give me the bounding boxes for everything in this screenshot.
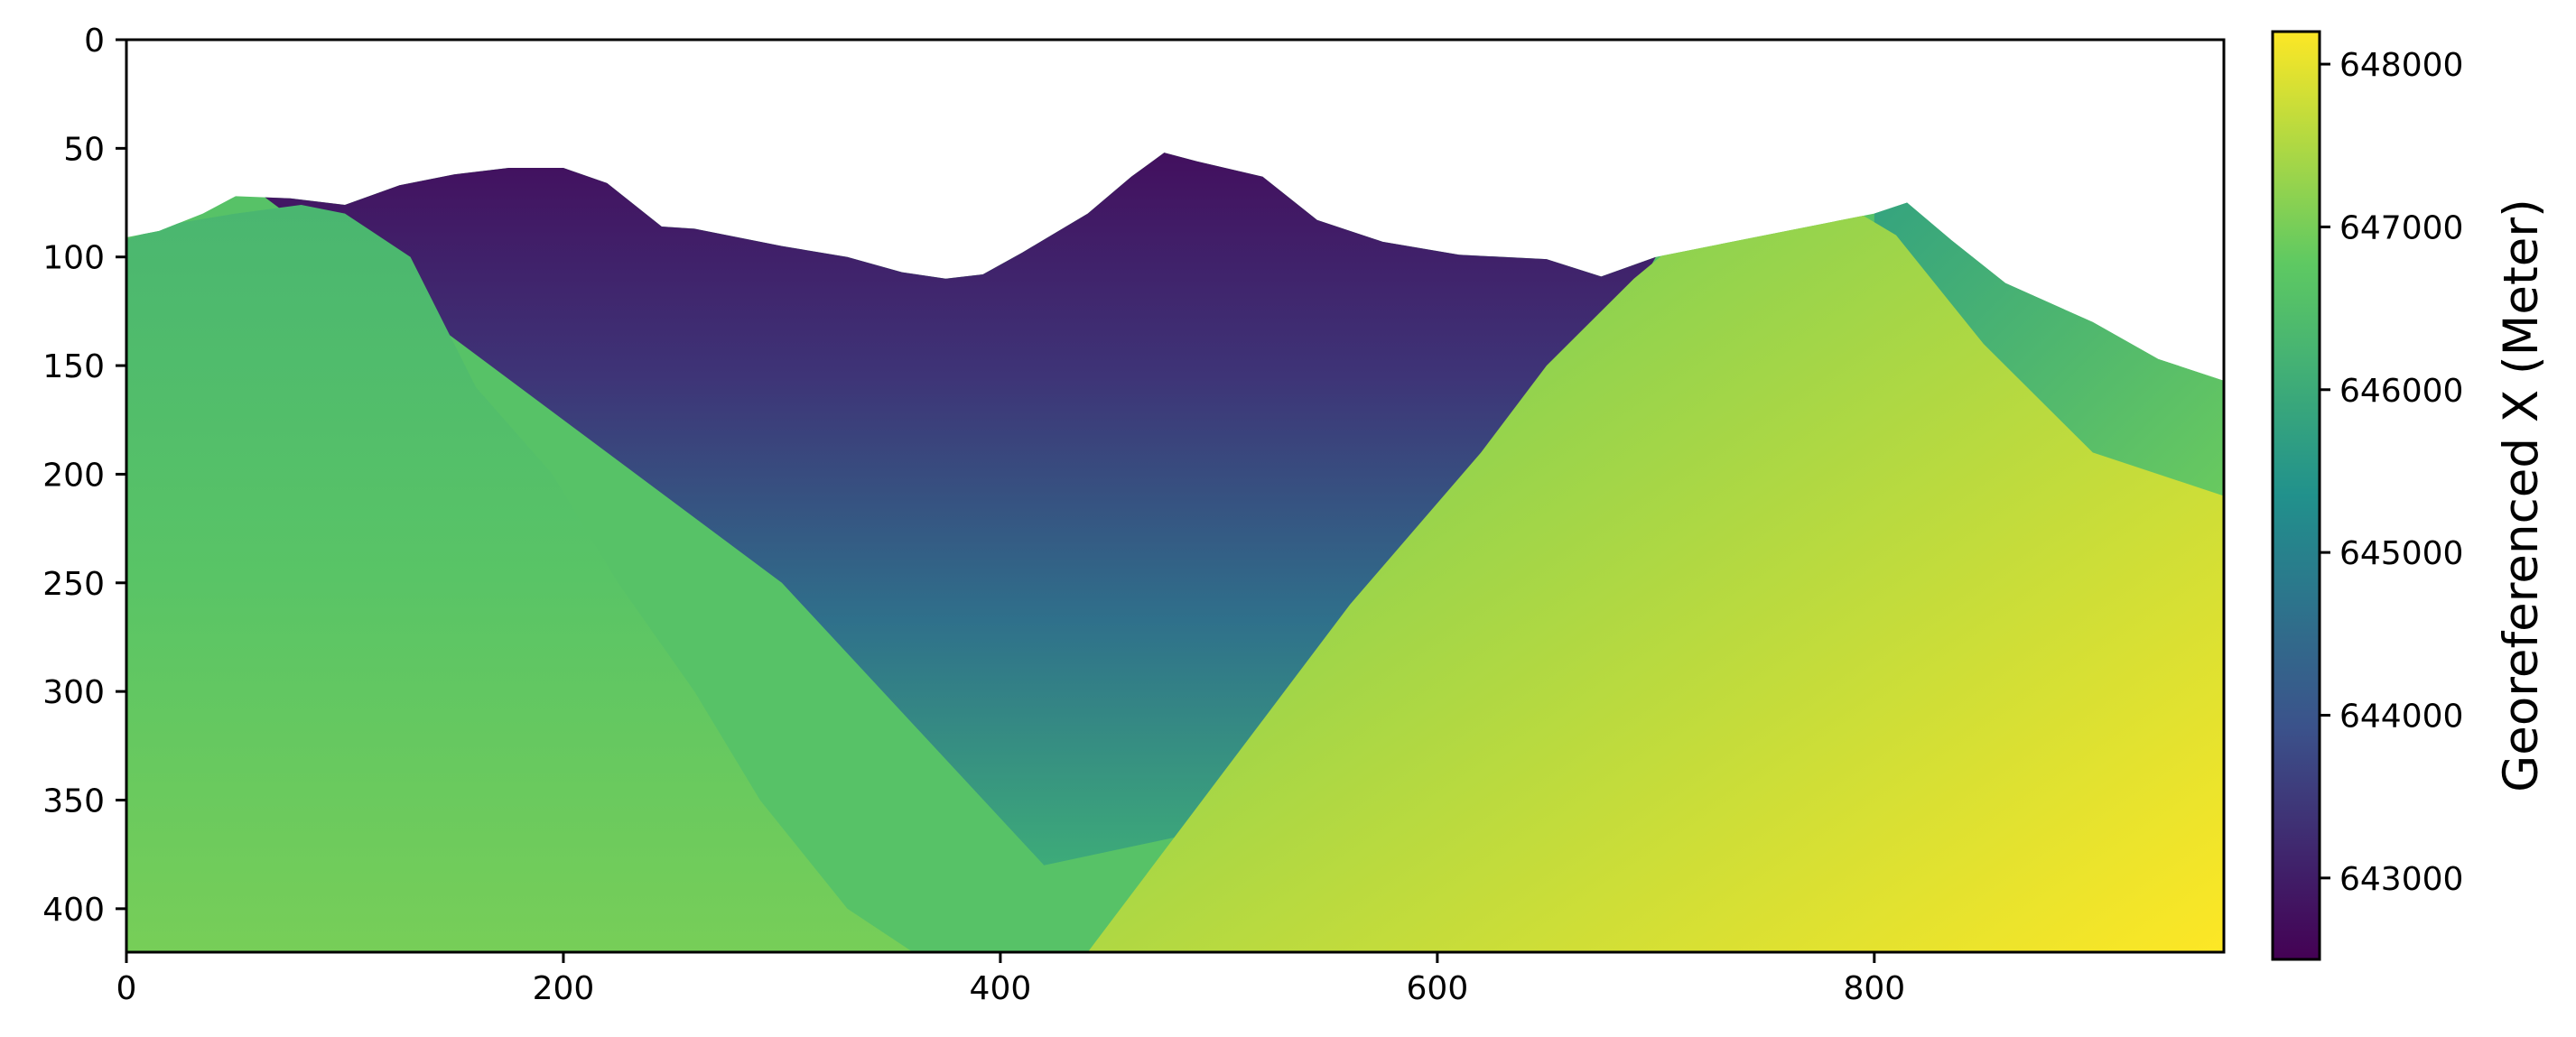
plot-area — [126, 153, 2224, 952]
y-tick-label: 400 — [42, 892, 105, 929]
colorbar-tick-label: 643000 — [2339, 861, 2463, 898]
x-tick-label: 0 — [116, 970, 137, 1007]
colorbar-ticks: 643000 644000 645000 646000 647000 648000 — [2320, 47, 2463, 898]
y-tick-label: 300 — [42, 674, 105, 711]
colorbar-tick-label: 645000 — [2339, 535, 2463, 572]
colorbar: 643000 644000 645000 646000 647000 648000 Geo… — [2271, 30, 2549, 961]
y-tick-label: 0 — [84, 23, 105, 60]
colorbar-tick-label: 646000 — [2339, 373, 2463, 410]
colorbar-label: Georeferenced X (Meter) — [2494, 199, 2549, 792]
layer-right-yellow-hill — [1087, 191, 2224, 952]
y-tick-label: 250 — [42, 566, 105, 603]
x-tick-label: 600 — [1407, 970, 1469, 1007]
x-tick-label: 800 — [1843, 970, 1905, 1007]
x-axis: 0 200 400 600 800 — [116, 952, 1905, 1007]
colorbar-tick-label: 648000 — [2339, 47, 2463, 84]
data-layers — [126, 153, 2224, 952]
colorbar-frame — [2271, 30, 2321, 961]
plot-frame — [125, 38, 2226, 954]
x-tick-label: 200 — [533, 970, 595, 1007]
y-tick-label: 200 — [42, 457, 105, 494]
y-tick-label: 50 — [63, 131, 105, 168]
colorbar-fill — [2273, 32, 2320, 959]
colorbar-tick-label: 644000 — [2339, 698, 2463, 735]
layer-left-green-hill — [126, 204, 914, 952]
y-tick-label: 150 — [42, 348, 105, 385]
colorbar-tick-label: 647000 — [2339, 209, 2463, 246]
y-axis: 0 50 100 150 200 250 300 350 400 — [42, 23, 126, 929]
x-tick-label: 400 — [970, 970, 1032, 1007]
y-tick-label: 100 — [42, 240, 105, 277]
y-tick-label: 350 — [42, 783, 105, 820]
